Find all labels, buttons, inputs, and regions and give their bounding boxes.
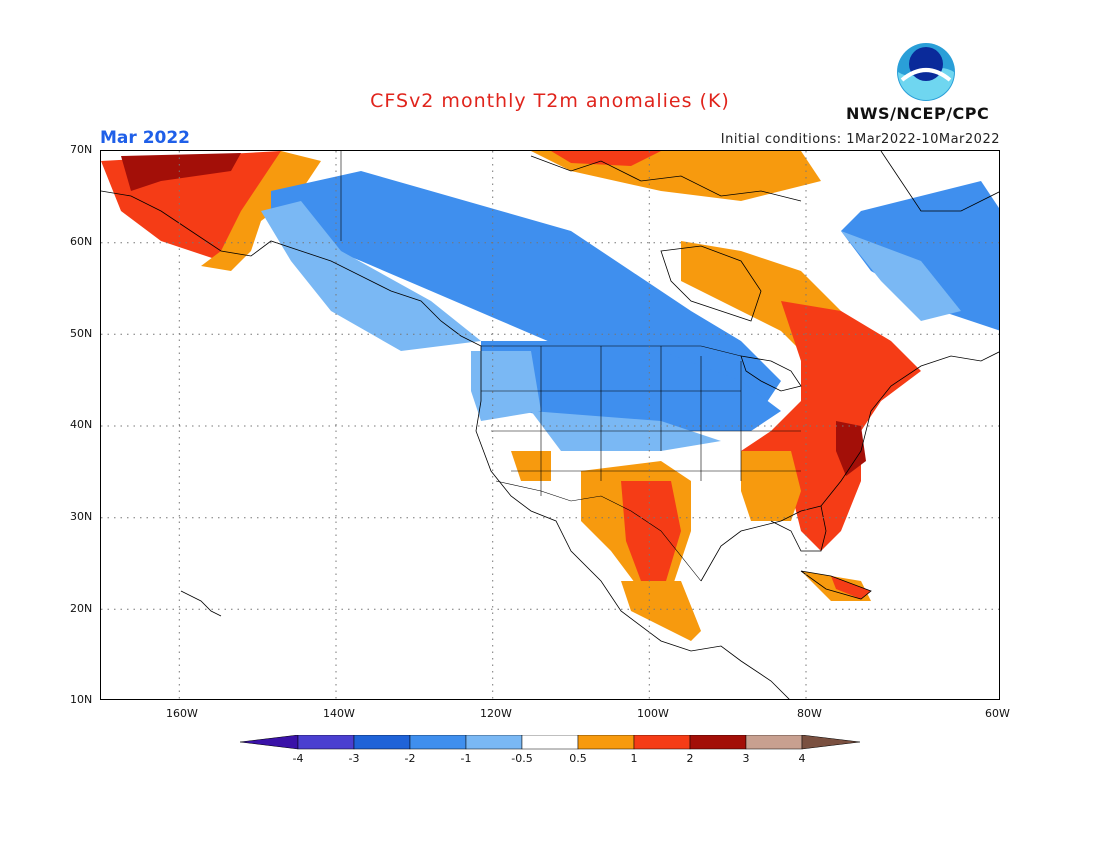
colorbar-tick-label: 4: [798, 752, 806, 765]
lat-label-20n: 20N: [70, 602, 93, 615]
colorbar-segment: [409, 735, 467, 750]
colorbar-segment: [577, 735, 635, 750]
greenland-coast: [880, 151, 999, 212]
anomaly-shading: [101, 151, 999, 641]
colorbar-tick-label: -0.5: [511, 752, 533, 765]
lat-label-30n: 30N: [70, 510, 93, 523]
colorbar-segment: [465, 735, 523, 750]
state-lines-1: [540, 346, 742, 496]
colorbar-tick-label: 0.5: [569, 752, 587, 765]
northwest-us-light-cold: [471, 351, 541, 421]
lon-label-160w: 160W: [166, 707, 198, 720]
colorbar-tick-label: -4: [292, 752, 304, 765]
colorbar-segment: [801, 735, 861, 750]
colorbar-tick-label: 1: [630, 752, 638, 765]
colorbar-segment: [633, 735, 691, 750]
map-svg: [101, 151, 999, 699]
colorbar-segment: [521, 735, 579, 750]
texas-warm-red: [621, 481, 681, 581]
arctic-islands: [530, 155, 802, 202]
political-borders: [340, 151, 801, 582]
labrador-light-cold: [841, 231, 961, 321]
alaska-coast: [101, 190, 790, 699]
colorbar-tick-label: -1: [460, 752, 472, 765]
colorbar: [240, 735, 861, 750]
arizona-warm: [511, 451, 551, 481]
canada-us-border: [481, 345, 742, 357]
lat-label-70n: 70N: [70, 143, 93, 156]
lat-label-50n: 50N: [70, 327, 93, 340]
colorbar-segment: [353, 735, 411, 750]
lon-label-60w: 60W: [985, 707, 1010, 720]
colorbar-tick-label: 3: [742, 752, 750, 765]
arctic-warm-red: [551, 151, 661, 166]
lon-label-140w: 140W: [323, 707, 355, 720]
lon-label-120w: 120W: [480, 707, 512, 720]
cuba-warm: [831, 576, 871, 599]
agency-label: NWS/NCEP/CPC: [846, 104, 990, 123]
colorbar-tick-label: -2: [404, 752, 416, 765]
mid-atlantic-very-warm: [836, 421, 866, 476]
coastlines: [101, 151, 999, 699]
lon-label-80w: 80W: [797, 707, 822, 720]
state-lines-2: [481, 390, 801, 472]
colorbar-segment: [297, 735, 355, 750]
northern-plains-cold-region: [481, 341, 781, 431]
southeast-warm-region: [741, 451, 801, 521]
colorbar-segment: [689, 735, 747, 750]
colorbar-tick-label: -3: [348, 752, 360, 765]
alaska-very-warm: [121, 153, 241, 191]
labrador-cold-region: [841, 181, 999, 331]
forecast-month: Mar 2022: [100, 128, 191, 148]
initial-conditions: Initial conditions: 1Mar2022-10Mar2022: [720, 132, 1000, 147]
gridlines: [101, 151, 999, 699]
lat-label-40n: 40N: [70, 418, 93, 431]
east-coast: [820, 351, 999, 507]
cuba: [800, 570, 872, 600]
hawaii: [180, 590, 222, 617]
lat-label-10n: 10N: [70, 693, 93, 706]
colorbar-tick-label: 2: [686, 752, 694, 765]
colorbar-segment: [745, 735, 803, 750]
noaa-logo: [897, 43, 955, 101]
mexico-warm-region: [621, 581, 701, 641]
lon-label-100w: 100W: [637, 707, 669, 720]
chart-title: CFSv2 monthly T2m anomalies (K): [370, 90, 730, 112]
lat-label-60n: 60N: [70, 235, 93, 248]
hudson-bay: [660, 245, 762, 322]
great-lakes: [740, 355, 802, 392]
colorbar-segment: [240, 735, 299, 750]
anomaly-map: [100, 150, 1000, 700]
west-canada-light: [261, 201, 481, 351]
